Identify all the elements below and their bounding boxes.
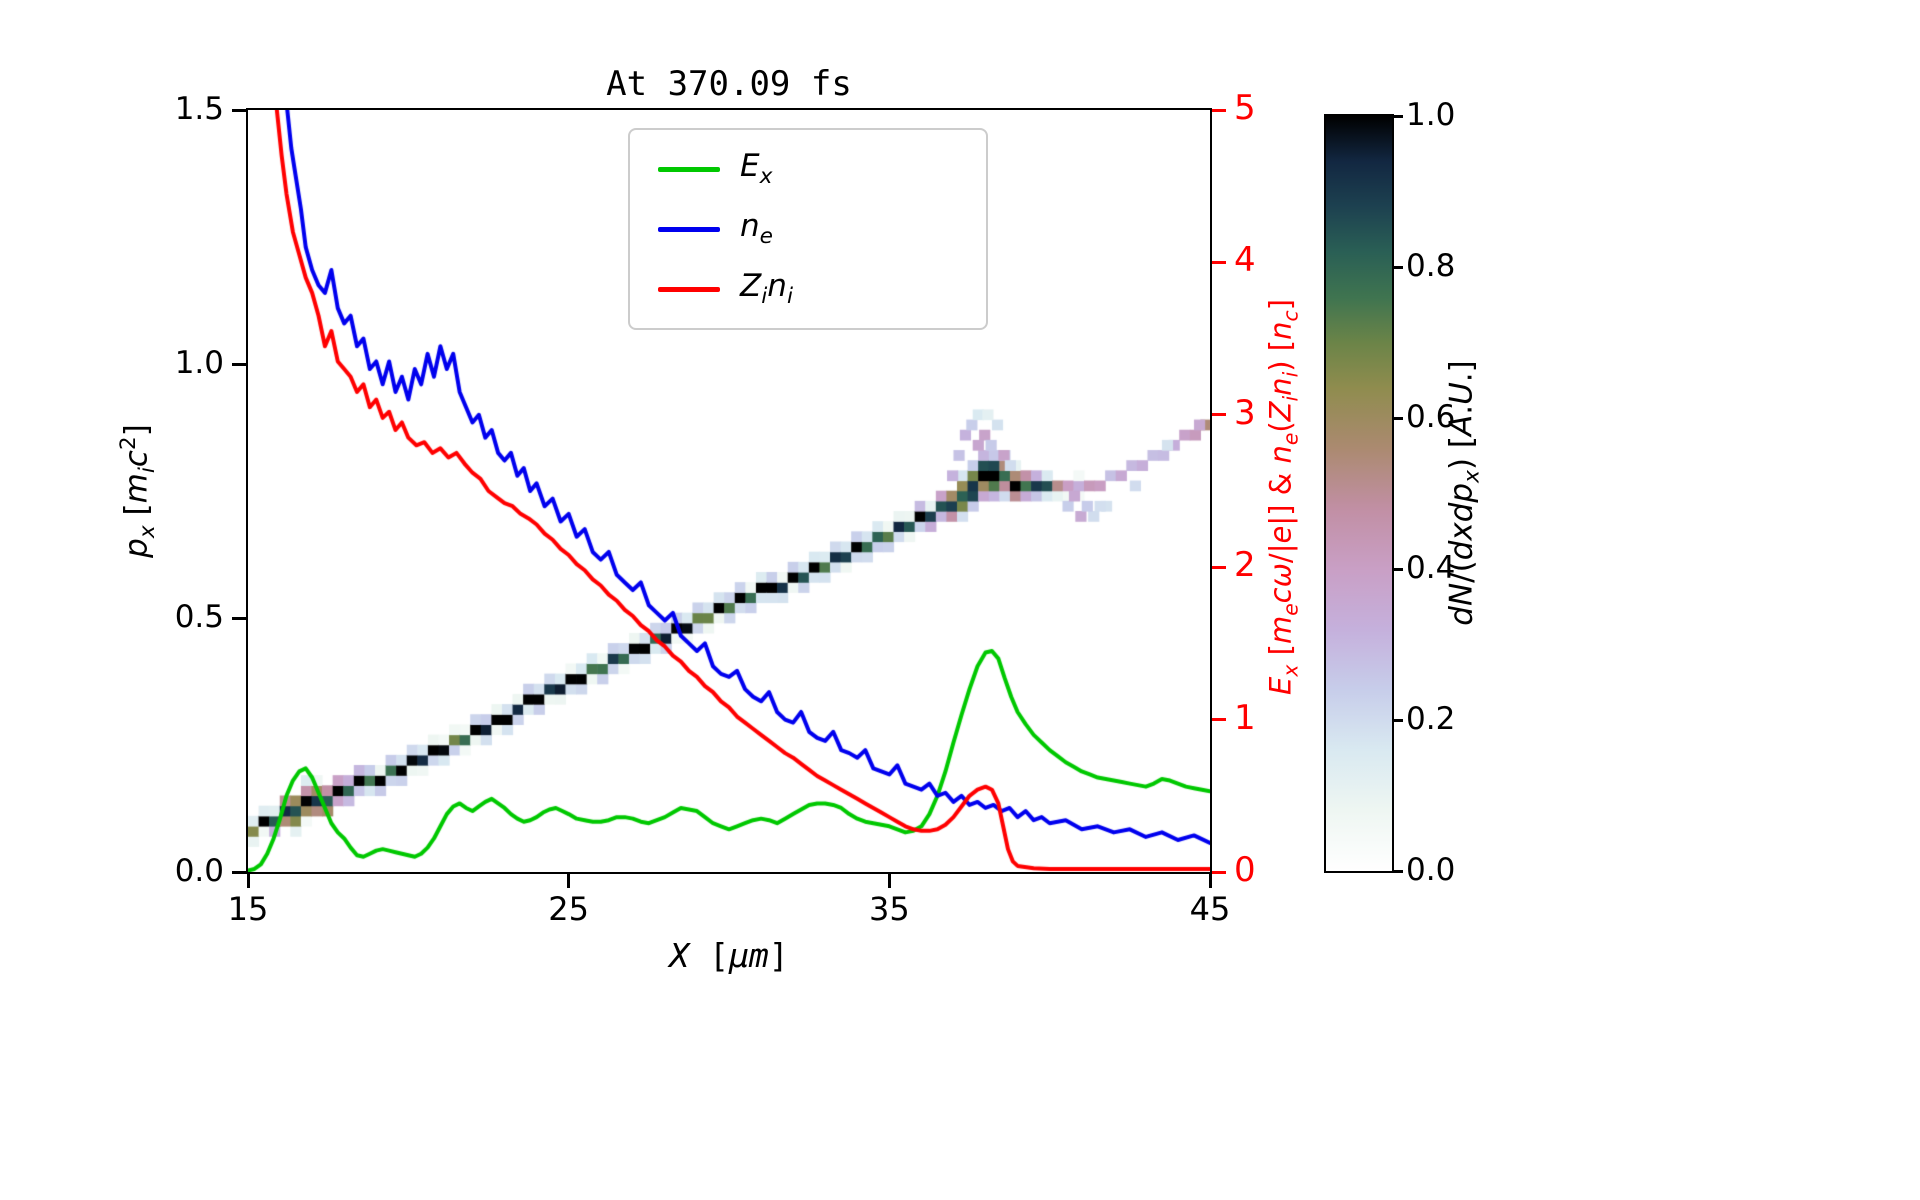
colorbar-tick-label: 0.6	[1406, 399, 1456, 435]
y-right-tick-label: 5	[1234, 88, 1256, 128]
y-right-tick-mark	[1212, 718, 1226, 722]
colorbar-tick-label: 0.8	[1406, 248, 1456, 284]
colorbar-tick-label: 1.0	[1406, 97, 1456, 133]
colorbar-tick-label: 0.4	[1406, 550, 1456, 586]
y-left-tick-label: 1.0	[174, 345, 224, 381]
y-left-tick-label: 0.5	[174, 599, 224, 635]
colorbar-tick-mark	[1394, 114, 1403, 118]
colorbar-tick-mark	[1394, 265, 1403, 269]
legend-line-sample	[658, 166, 720, 172]
chart-title: At 370.09 fs	[606, 64, 852, 104]
y-left-tick-label: 0.0	[174, 853, 224, 889]
x-tick-label: 35	[868, 890, 910, 928]
x-tick-label: 15	[227, 890, 269, 928]
y-right-tick-label: 2	[1234, 545, 1256, 586]
plot-area: Ex ne Zini	[246, 108, 1212, 874]
legend: Ex ne Zini	[628, 128, 988, 330]
legend-label: Ex	[740, 148, 773, 190]
y-left-tick-mark	[232, 108, 246, 112]
colorbar-tick-mark	[1394, 718, 1403, 722]
colorbar-tick-label: 0.2	[1406, 701, 1456, 737]
y-left-tick-label: 1.5	[174, 91, 224, 127]
legend-item-Ex: Ex	[658, 144, 958, 194]
colorbar-gradient	[1326, 116, 1392, 871]
y-right-tick-label: 0	[1234, 850, 1256, 890]
colorbar-tick-mark	[1394, 869, 1403, 873]
x-tick-label: 25	[548, 890, 590, 928]
legend-line-sample	[658, 226, 720, 232]
colorbar-tick-mark	[1394, 567, 1403, 571]
y-right-tick-mark	[1212, 870, 1226, 874]
y-left-tick-mark	[232, 870, 246, 874]
y-right-tick-mark	[1212, 260, 1226, 264]
y-right-tick-label: 1	[1234, 697, 1256, 738]
x-tick-mark	[1208, 874, 1212, 888]
legend-line-sample	[658, 286, 720, 292]
y-right-tick-mark	[1212, 565, 1226, 569]
y-right-tick-mark	[1212, 108, 1226, 112]
legend-label: ne	[740, 208, 773, 250]
colorbar-tick-label: 0.0	[1406, 852, 1456, 888]
legend-item-Zini: Zini	[658, 264, 958, 314]
y-left-tick-mark	[232, 362, 246, 366]
x-tick-mark	[887, 874, 891, 888]
colorbar-tick-mark	[1394, 416, 1403, 420]
x-tick-mark	[246, 874, 250, 888]
y-right-tick-mark	[1212, 413, 1226, 417]
y-axis-label-right: Ex [mecω/|e|] & ne(Zini) [nc]	[1263, 299, 1303, 695]
legend-label: Zini	[740, 268, 793, 310]
y-right-tick-label: 3	[1234, 392, 1256, 433]
colorbar	[1324, 114, 1394, 873]
x-axis-label: X [μm]	[669, 936, 789, 975]
x-tick-mark	[567, 874, 571, 888]
y-left-tick-mark	[232, 616, 246, 620]
x-tick-label: 45	[1189, 890, 1231, 928]
y-axis-label-left: px [mic2]	[116, 424, 160, 558]
y-right-tick-label: 4	[1234, 240, 1256, 281]
legend-item-ne: ne	[658, 204, 958, 254]
